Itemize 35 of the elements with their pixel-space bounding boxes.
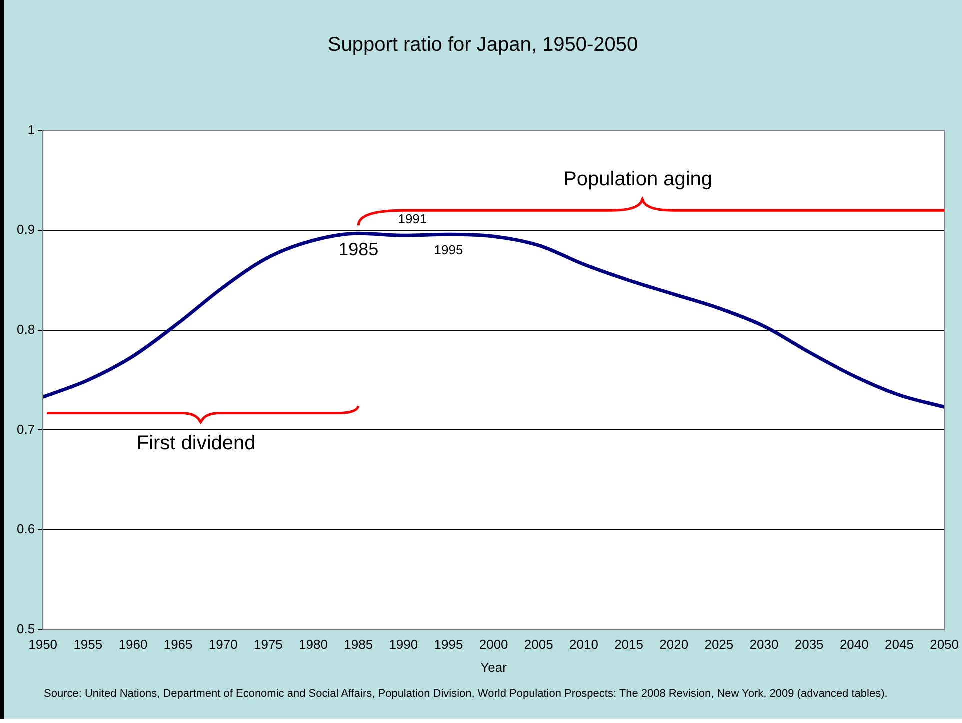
annotation: First dividend — [136, 432, 256, 455]
x-tick-label: 2020 — [660, 637, 689, 652]
x-tick-label: 2030 — [750, 637, 779, 652]
x-tick-label: 2040 — [840, 637, 869, 652]
x-tick-label: 1950 — [28, 637, 58, 652]
x-tick-label: 2035 — [794, 637, 824, 652]
x-axis-title: Year — [480, 660, 508, 675]
x-tick-label: 2045 — [885, 637, 914, 652]
x-tick-label: 2050 — [930, 637, 959, 652]
x-tick-label: 1960 — [118, 637, 148, 652]
x-tick-label: 2005 — [524, 637, 554, 652]
x-tick-label: 2010 — [569, 637, 598, 652]
chart-title: Support ratio for Japan, 1950-2050 — [326, 34, 640, 57]
annotation: 1985 — [338, 240, 379, 260]
annotation: 1991 — [398, 212, 428, 227]
y-tick-label: 0.7 — [16, 422, 36, 437]
x-tick-label: 1965 — [164, 637, 193, 652]
y-tick-label: 1 — [28, 122, 36, 138]
y-tick-label: 0.6 — [16, 522, 36, 537]
x-tick-label: 2000 — [479, 637, 508, 652]
y-tick-label: 0.5 — [16, 621, 36, 636]
annotation: 1995 — [434, 242, 464, 258]
source-note: Source: United Nations, Department of Economic and Social Affairs, Population Division, World Population Prospects: The 2008 Revision, New York, 2009 (advanced tables). — [44, 688, 889, 700]
x-tick-label: 1985 — [344, 637, 374, 652]
annotation: Population aging — [564, 168, 713, 191]
x-tick-label: 1995 — [434, 637, 464, 652]
x-tick-label: 1955 — [74, 637, 103, 652]
x-tick-label: 2025 — [704, 637, 734, 652]
x-tick-label: 1970 — [208, 637, 238, 652]
x-tick-label: 1975 — [254, 637, 283, 652]
y-tick-label: 0.8 — [16, 322, 36, 337]
x-tick-label: 2015 — [614, 637, 644, 652]
y-tick-label: 0.9 — [16, 222, 36, 238]
x-tick-label: 1990 — [389, 637, 418, 652]
x-tick-label: 1980 — [299, 637, 328, 652]
